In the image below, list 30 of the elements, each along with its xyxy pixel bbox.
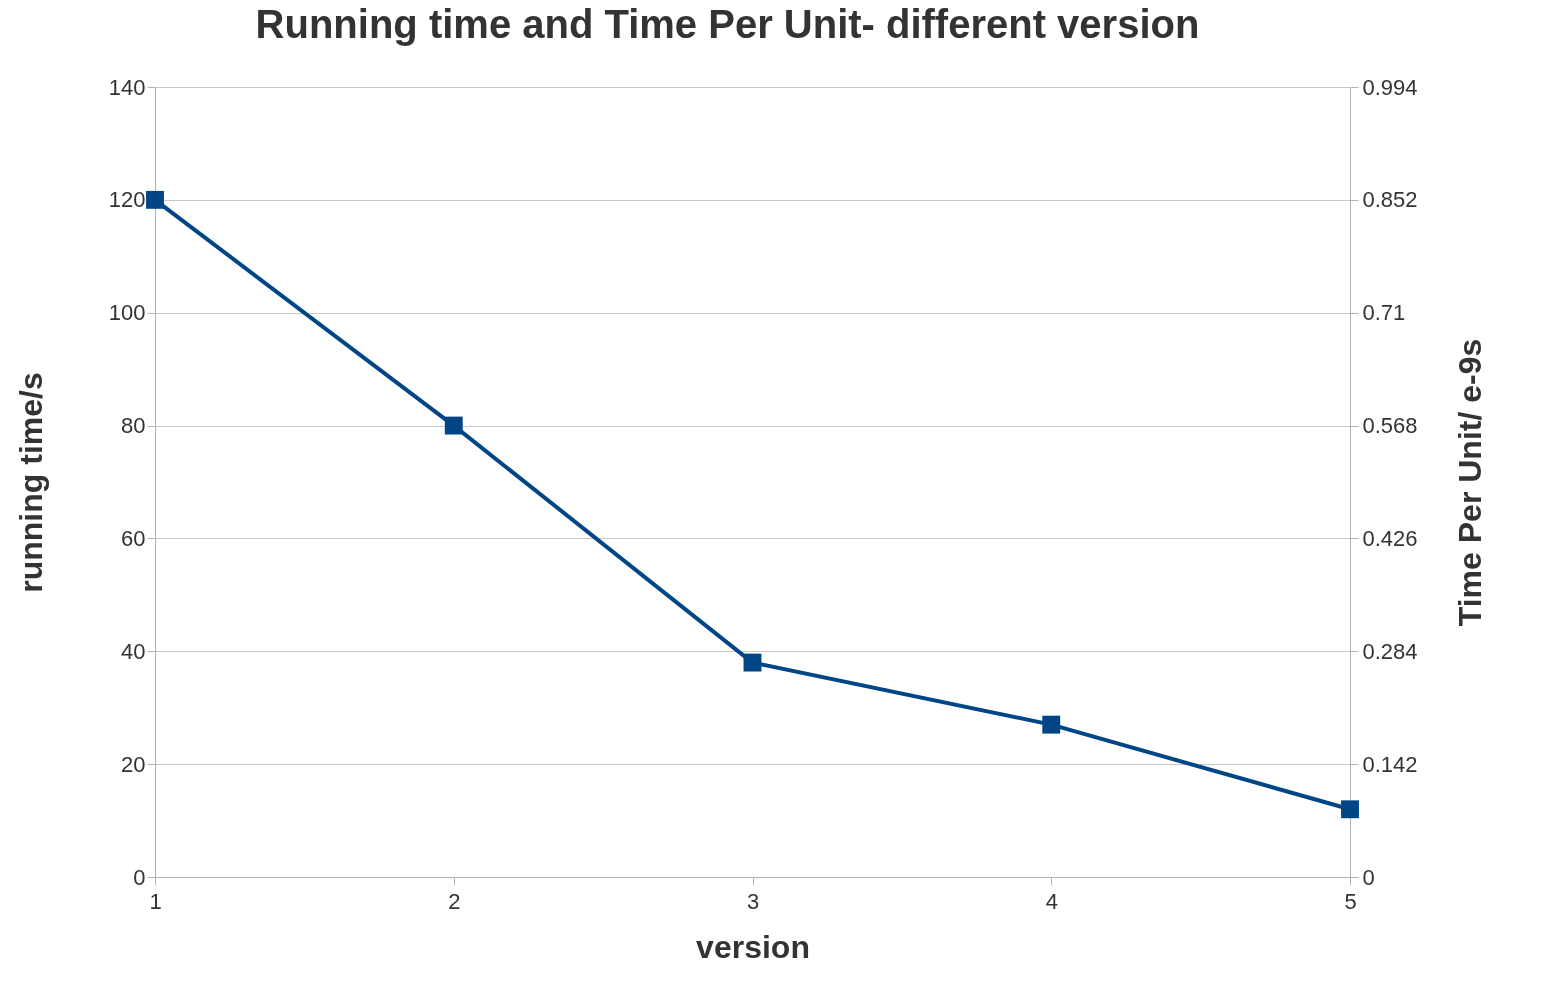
x-tick-label: 4: [1045, 888, 1058, 914]
x-tick-label: 1: [149, 888, 162, 914]
x-tick-label: 2: [448, 888, 461, 914]
y-tick-label: 120: [108, 187, 146, 213]
chart-title: Running time and Time Per Unit- different version: [255, 2, 1200, 46]
y2-tick-label: 0: [1362, 864, 1375, 890]
y-axis-title: running time/s: [12, 372, 49, 593]
y2-tick-label: 0.142: [1362, 751, 1418, 777]
point: [1341, 800, 1359, 819]
y-tick-label: 40: [121, 638, 146, 664]
y2-axis-title: Time Per Unit/ e-9s: [1451, 338, 1488, 627]
y2-tick-label: 0.426: [1362, 525, 1418, 551]
x-tick-label: 5: [1344, 888, 1357, 914]
y2-tick-label: 0.852: [1362, 187, 1418, 213]
y-tick-label: 0: [133, 864, 146, 890]
y-tick-label: 60: [121, 525, 146, 551]
y-tick-label: 20: [121, 751, 146, 777]
y2-tick-label: 0.994: [1362, 74, 1418, 100]
point: [1042, 715, 1061, 734]
y2-tick-label: 0.284: [1362, 638, 1418, 664]
x-axis-title: version: [696, 928, 810, 965]
point: [444, 416, 463, 435]
y2-tick-label: 0.71: [1362, 300, 1406, 326]
y-tick-label: 80: [121, 413, 146, 439]
point: [146, 190, 164, 209]
y-tick-label: 100: [108, 300, 146, 326]
point: [743, 653, 762, 672]
x-tick-label: 3: [746, 888, 760, 914]
y-tick-label: 140: [108, 74, 146, 100]
y2-tick-label: 0.568: [1362, 413, 1418, 439]
